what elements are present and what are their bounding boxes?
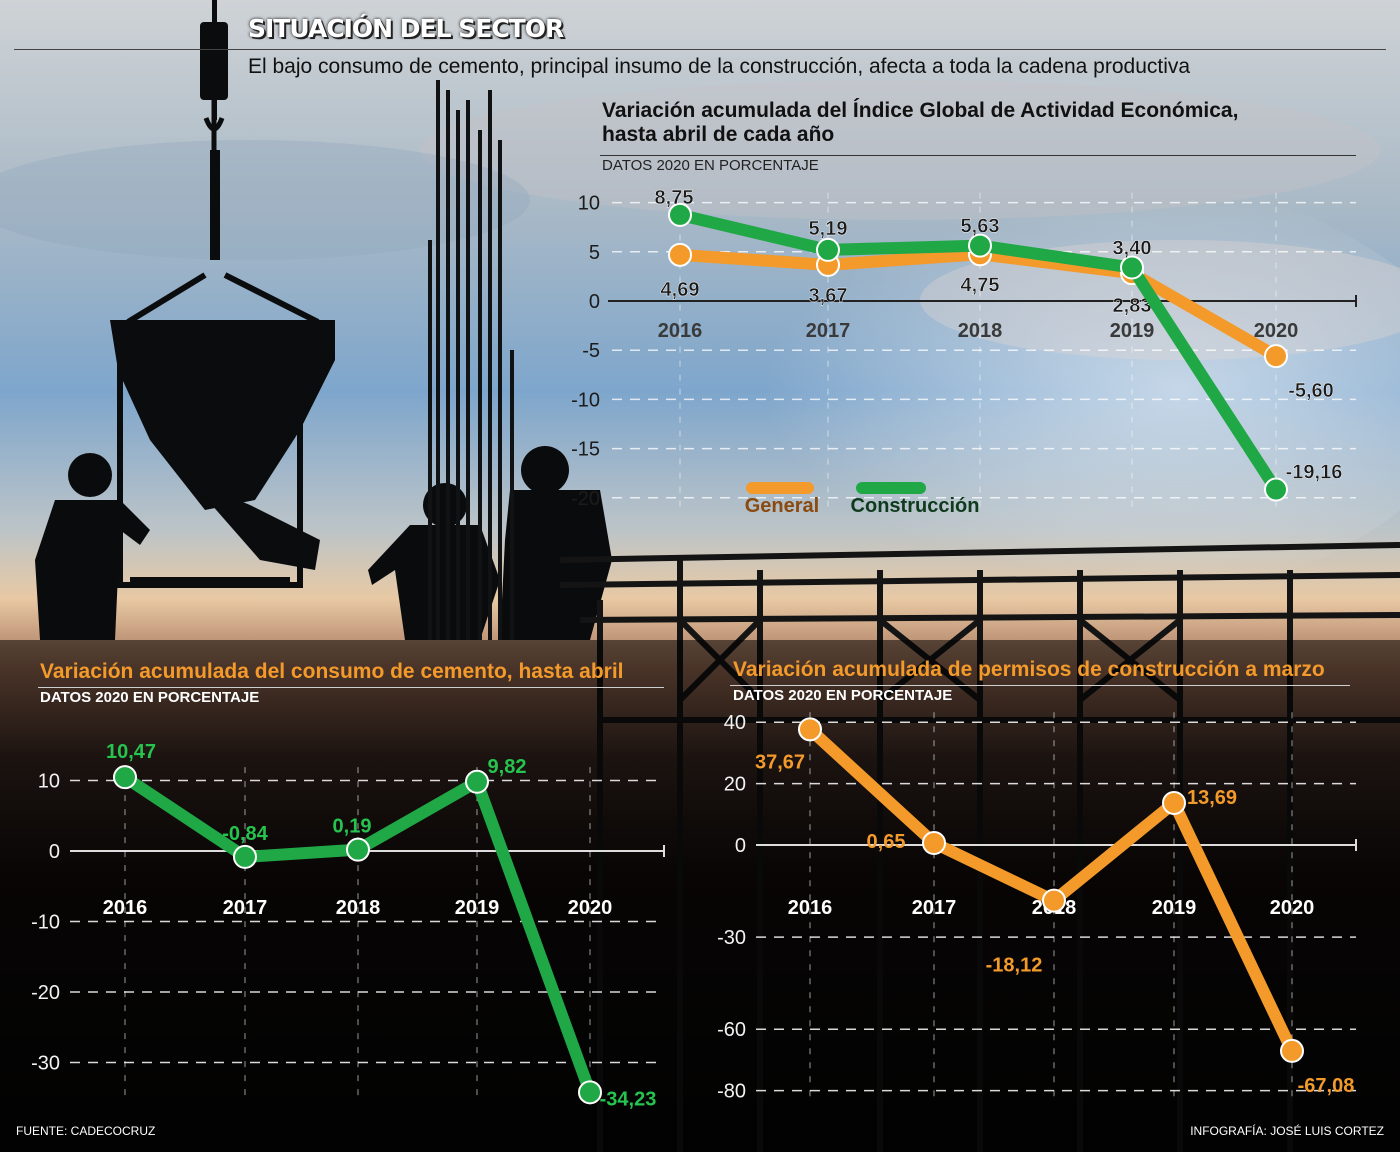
permisos-data-label: 37,67 — [755, 751, 805, 773]
credit-note: INFOGRAFÍA: JOSÉ LUIS CORTEZ — [1190, 1124, 1384, 1138]
igae-y-tick-label: 10 — [578, 193, 600, 215]
cemento-x-tick-label: 2018 — [336, 897, 381, 919]
igae-legend-label: General — [745, 495, 819, 517]
cemento-x-tick-label: 2019 — [455, 897, 500, 919]
page-title: SITUACIÓN DEL SECTOR — [248, 14, 564, 43]
permisos-x-tick-label: 2016 — [788, 897, 833, 919]
permisos-y-tick-label: -80 — [717, 1081, 746, 1103]
igae-x-tick-label: 2016 — [658, 320, 703, 342]
igae-data-point — [1264, 477, 1288, 502]
cemento-y-tick-label: 10 — [38, 771, 60, 793]
igae-data-label: 3,67 — [809, 285, 848, 307]
igae-x-tick-label: 2018 — [958, 320, 1003, 342]
cemento-y-tick-label: -20 — [31, 982, 60, 1004]
cemento-data-label: 10,47 — [106, 741, 156, 763]
igae-data-point — [1264, 344, 1288, 369]
permisos-data-point — [1042, 888, 1066, 913]
igae-data-point — [668, 202, 692, 227]
igae-data-label: 3,40 — [1113, 238, 1152, 260]
igae-unit-label: DATOS 2020 EN PORCENTAJE — [602, 157, 819, 174]
permisos-x-tick-label: 2019 — [1152, 897, 1197, 919]
permisos-unit-label: DATOS 2020 EN PORCENTAJE — [733, 687, 953, 704]
igae-data-point — [816, 237, 840, 262]
header-divider — [14, 49, 1386, 50]
igae-data-label: 4,75 — [961, 274, 1000, 296]
permisos-data-point — [798, 717, 822, 742]
igae-x-tick-label: 2020 — [1254, 320, 1299, 342]
permisos-y-tick-label: -60 — [717, 1019, 746, 1041]
igae-data-label: -19,16 — [1286, 462, 1343, 484]
source-note: FUENTE: CADECOCRUZ — [16, 1124, 156, 1138]
cemento-data-point — [465, 769, 489, 794]
cemento-y-tick-label: -10 — [31, 912, 60, 934]
cemento-unit-label: DATOS 2020 EN PORCENTAJE — [40, 689, 260, 706]
cemento-y-tick-label: -30 — [31, 1053, 60, 1075]
cemento-x-tick-label: 2020 — [568, 897, 613, 919]
igae-data-label: 5,19 — [809, 218, 848, 240]
igae-x-tick-label: 2019 — [1110, 320, 1155, 342]
igae-y-tick-label: 5 — [589, 242, 600, 264]
cemento-data-point — [233, 844, 257, 869]
permisos-x-tick-label: 2020 — [1270, 897, 1315, 919]
permisos-y-tick-label: 20 — [724, 774, 746, 796]
igae-y-tick-label: -15 — [571, 439, 600, 461]
page-subtitle: El bajo consumo de cemento, principal in… — [248, 55, 1191, 78]
permisos-y-tick-label: -30 — [717, 927, 746, 949]
cemento-x-tick-label: 2017 — [223, 897, 268, 919]
cemento-data-label: -0,84 — [222, 823, 268, 845]
igae-data-point — [668, 242, 692, 267]
igae-legend-label: Construcción — [851, 495, 980, 517]
permisos-title-rule — [730, 685, 1350, 686]
cemento-data-label: -34,23 — [600, 1088, 657, 1110]
cemento-data-point — [346, 837, 370, 862]
igae-data-label: 8,75 — [655, 187, 694, 209]
cemento-data-point — [113, 765, 137, 790]
igae-x-tick-label: 2017 — [806, 320, 851, 342]
igae-title-rule — [600, 155, 1356, 156]
igae-y-tick-label: -10 — [571, 389, 600, 411]
cemento-data-label: 0,19 — [333, 816, 372, 838]
igae-data-label: 5,63 — [961, 216, 1000, 238]
igae-title-line-1: Variación acumulada del Índice Global de… — [602, 99, 1239, 122]
igae-data-point — [1120, 255, 1144, 280]
permisos-data-point — [1280, 1038, 1304, 1063]
permisos-data-label: -67,08 — [1298, 1075, 1355, 1097]
permisos-y-tick-label: 40 — [724, 712, 746, 734]
igae-y-tick-label: 0 — [589, 291, 600, 313]
permisos-data-label: 13,69 — [1187, 787, 1237, 809]
permisos-data-point — [1162, 790, 1186, 815]
permisos-y-tick-label: 0 — [735, 835, 746, 857]
igae-title-line-2: hasta abril de cada año — [602, 123, 835, 146]
permisos-chart-title: Variación acumulada de permisos de const… — [733, 658, 1325, 681]
permisos-x-tick-label: 2017 — [912, 897, 957, 919]
permisos-data-point — [922, 831, 946, 856]
cemento-y-tick-label: 0 — [49, 841, 60, 863]
cemento-data-point — [578, 1080, 602, 1105]
permisos-data-label: 0,65 — [867, 831, 906, 853]
cemento-title-rule — [38, 687, 664, 688]
cemento-data-label: 9,82 — [488, 756, 527, 778]
igae-data-label: 2,83 — [1113, 295, 1152, 317]
permisos-data-label: -18,12 — [986, 955, 1043, 977]
igae-data-point — [968, 233, 992, 258]
igae-data-label: -5,60 — [1288, 380, 1334, 402]
igae-y-tick-label: -5 — [582, 340, 600, 362]
igae-y-tick-label: -20 — [571, 488, 600, 510]
cemento-x-tick-label: 2016 — [103, 897, 148, 919]
igae-data-label: 4,69 — [661, 279, 700, 301]
cemento-chart-title: Variación acumulada del consumo de cemen… — [40, 660, 624, 683]
igae-chart-title: Variación acumulada del Índice Global de… — [602, 99, 1238, 147]
